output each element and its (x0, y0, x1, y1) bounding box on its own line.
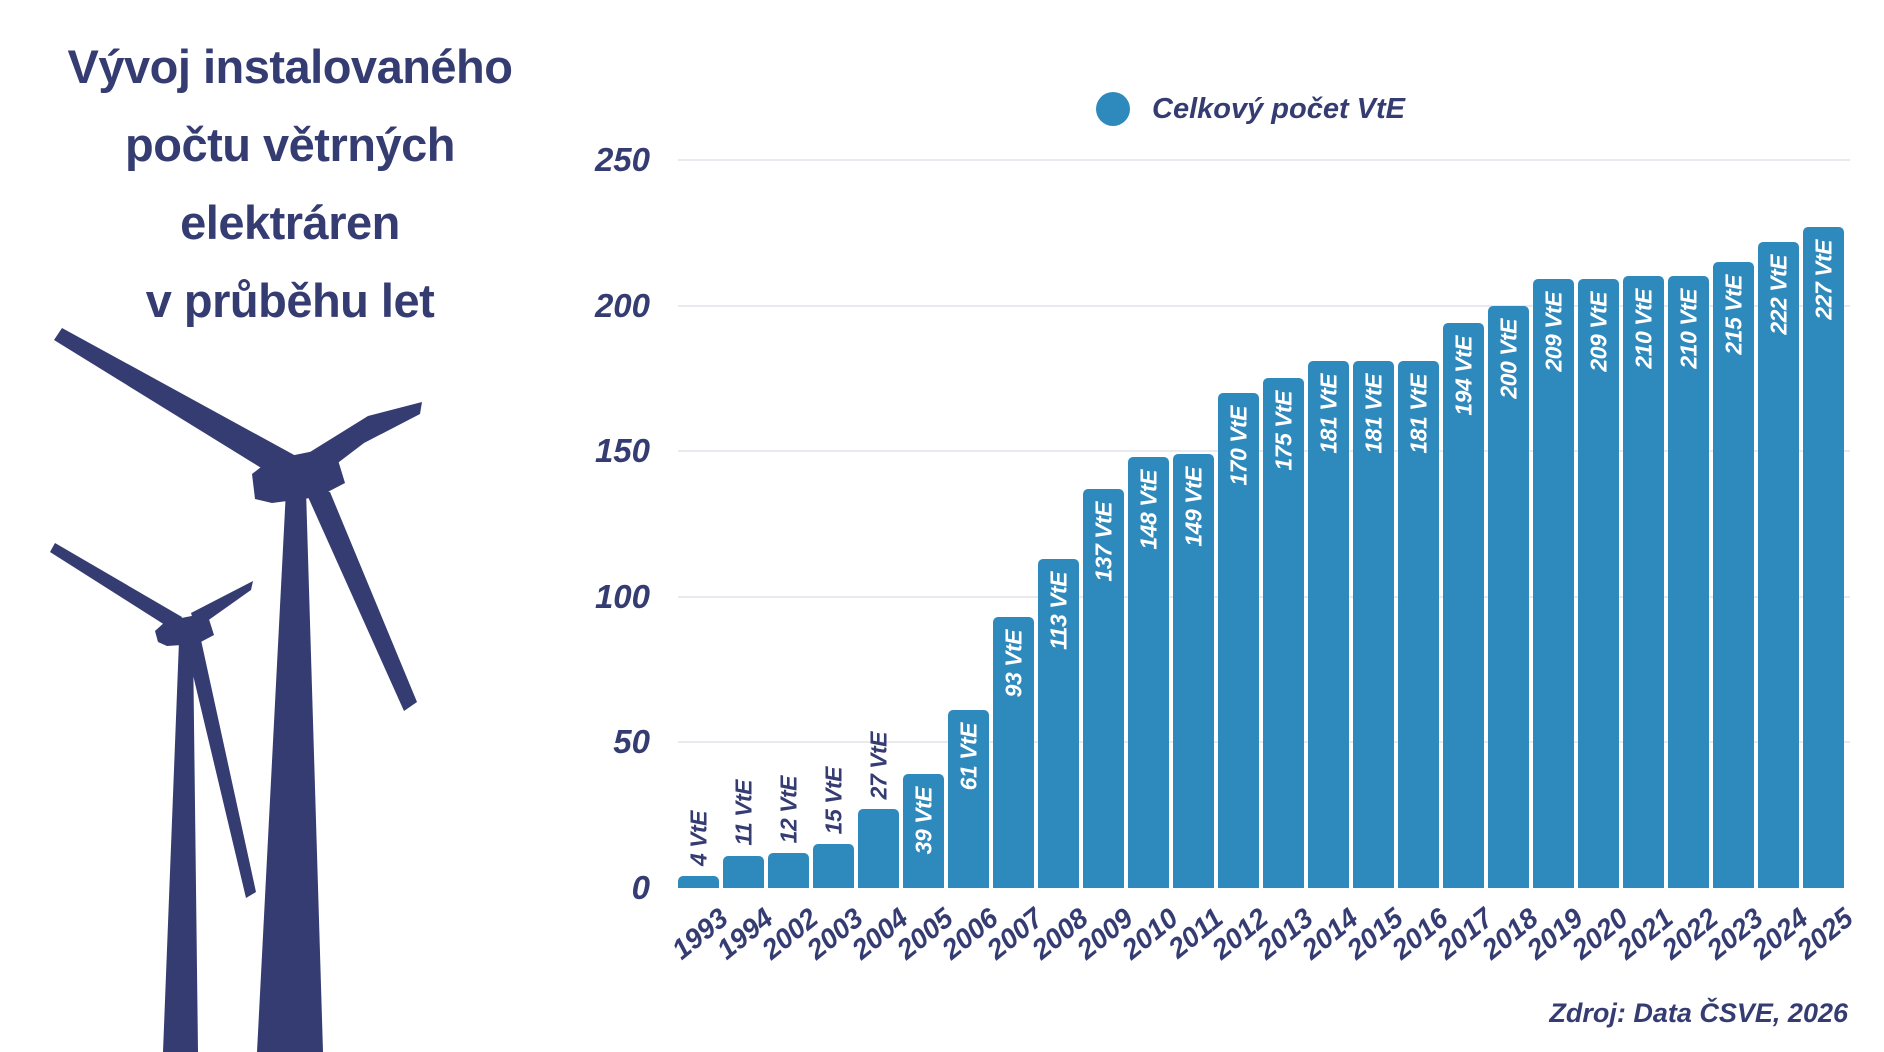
bar-2011: 149 VtE (1173, 454, 1214, 888)
bar-value-label: 209 VtE (1585, 292, 1611, 373)
y-axis-tick-label: 0 (631, 869, 650, 906)
bar-value-label: 61 VtE (955, 723, 981, 791)
bar-2008: 113 VtE (1038, 558, 1079, 888)
bar-value-label: 113 VtE (1045, 571, 1071, 650)
bar-2017: 194 VtE (1443, 323, 1484, 888)
page-title: Vývoj instalovaného počtu větrných elekt… (50, 28, 530, 340)
bar-value-label: 93 VtE (1000, 630, 1026, 698)
bar-value-label: 12 VtE (775, 775, 801, 844)
bar-value-label: 11 VtE (730, 780, 756, 846)
bar-2022: 210 VtE (1668, 276, 1709, 888)
bar-value-label: 27 VtE (865, 732, 891, 800)
bar-value-label: 194 VtE (1450, 336, 1476, 416)
legend: Celkový počet VtE (1096, 92, 1405, 126)
bar-1994: 11 VtE (723, 780, 764, 888)
page-title-line-3: elektráren (180, 196, 400, 249)
bar-2009: 137 VtE (1083, 489, 1124, 888)
bar-2015: 181 VtE (1353, 360, 1394, 888)
y-axis-tick-label: 200 (594, 286, 650, 324)
wind-turbines-illustration (50, 328, 422, 1052)
bar-2018: 200 VtE (1488, 305, 1529, 888)
wind-turbine-large (54, 328, 422, 1052)
bar-2016: 181 VtE (1398, 360, 1439, 888)
bar-value-label: 4 VtE (685, 811, 711, 867)
bar-value-label: 137 VtE (1090, 502, 1116, 582)
bar-value-label: 181 VtE (1405, 373, 1431, 454)
bar-value-label: 210 VtE (1630, 289, 1656, 370)
y-axis-tick-label: 250 (594, 141, 650, 178)
bar-2012: 170 VtE (1218, 392, 1259, 888)
bar-value-label: 170 VtE (1225, 405, 1251, 486)
bar-2005: 39 VtE (903, 774, 944, 888)
gridline-250 (678, 159, 1850, 161)
bar-2024: 222 VtE (1758, 241, 1799, 888)
page-title-line-1: Vývoj instalovaného (67, 40, 513, 93)
wind-turbine-small (50, 543, 256, 1052)
bar-2021: 210 VtE (1623, 276, 1664, 888)
bar-2002: 12 VtE (768, 776, 809, 888)
bar-2020: 209 VtE (1578, 279, 1619, 888)
bar-2014: 181 VtE (1308, 360, 1349, 888)
bar-value-label: 148 VtE (1135, 470, 1161, 550)
bar-value-label: 39 VtE (910, 787, 936, 855)
bar-2013: 175 VtE (1263, 378, 1304, 888)
bar-1993: 4 VtE (678, 811, 719, 888)
bar-2010: 148 VtE (1128, 457, 1169, 888)
bar-value-label: 149 VtE (1180, 467, 1206, 547)
bar-value-label: 209 VtE (1540, 292, 1566, 373)
bar-value-label: 181 VtE (1315, 373, 1341, 454)
bar-value-label: 15 VtE (820, 767, 846, 835)
source-note: Zdroj: Data ČSVE, 2026 (1549, 998, 1848, 1028)
bar-value-label: 210 VtE (1675, 289, 1701, 370)
bar-2023: 215 VtE (1713, 261, 1754, 888)
bar-2025: 227 VtE (1803, 226, 1844, 888)
y-axis-tick-label: 100 (594, 577, 650, 615)
bar-value-label: 175 VtE (1270, 391, 1296, 472)
bar-2007: 93 VtE (993, 617, 1034, 888)
bar-value-label: 200 VtE (1495, 318, 1521, 399)
bar-value-label: 222 VtE (1765, 254, 1791, 335)
gridline-200 (678, 304, 1850, 307)
page-title-line-4: v průběhu let (145, 274, 435, 327)
bar-2006: 61 VtE (948, 710, 989, 888)
bar-2003: 15 VtE (813, 767, 854, 888)
page-title-line-2: počtu větrných (125, 118, 455, 171)
bar-2004: 27 VtE (858, 732, 899, 888)
legend-marker-dot (1096, 92, 1130, 126)
bar-value-label: 181 VtE (1360, 373, 1386, 454)
bar-value-label: 227 VtE (1810, 239, 1836, 320)
y-axis-tick-label: 50 (613, 723, 650, 761)
bar-value-label: 215 VtE (1720, 274, 1746, 355)
bar-2019: 209 VtE (1533, 279, 1574, 888)
legend-series-label: Celkový počet VtE (1152, 92, 1406, 125)
y-axis-tick-label: 150 (594, 432, 650, 470)
